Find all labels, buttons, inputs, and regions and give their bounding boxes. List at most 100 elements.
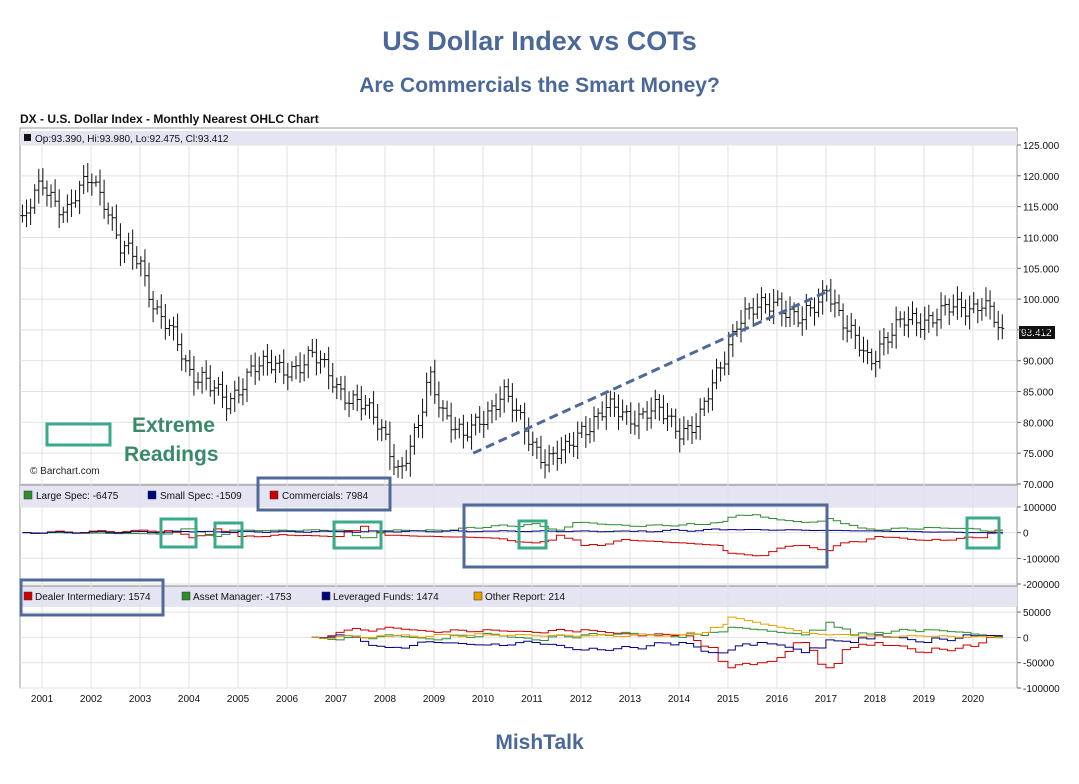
ohlc-bar — [240, 378, 245, 406]
ohlc-bar — [498, 386, 503, 418]
ohlc-bar — [269, 349, 274, 374]
ohlc-bar — [334, 377, 339, 400]
ohlc-bar — [314, 338, 319, 376]
ohlc-bar — [36, 168, 41, 204]
ohlc-bar — [236, 376, 241, 404]
ohlc-bar — [171, 316, 176, 341]
ohlc-bar — [428, 366, 433, 396]
x-tick-label: 2009 — [423, 694, 446, 705]
ohlc-bar — [355, 384, 360, 412]
legend-other-report: Other Report: 214 — [485, 592, 565, 603]
ohlc-bar — [302, 354, 307, 382]
ohlc-bar — [600, 401, 605, 421]
ohlc-bar — [126, 232, 131, 255]
ohlc-bar — [77, 180, 82, 215]
tff-series-other-report — [311, 616, 1003, 639]
ohlc-bar — [244, 368, 249, 403]
ohlc-bar — [563, 434, 568, 464]
ohlc-bar — [877, 330, 882, 369]
ohlc-bar — [44, 180, 49, 207]
x-tick-label: 2018 — [864, 694, 887, 705]
ohlc-bar — [583, 416, 588, 448]
ohlc-bar — [65, 194, 70, 223]
ohlc-bar — [649, 397, 654, 429]
ohlc-bar — [400, 456, 405, 479]
ohlc-bar — [445, 400, 450, 420]
ohlc-bar — [502, 379, 507, 413]
ohlc-bar — [342, 375, 347, 411]
page-subtitle: Are Commercials the Smart Money? — [359, 74, 720, 97]
ohlc-bar — [779, 292, 784, 327]
ohlc-bar — [788, 296, 793, 327]
ohlc-bar — [661, 395, 666, 425]
ohlc-bar — [551, 446, 556, 465]
extreme-reading-box — [965, 516, 1001, 550]
legend-swatch — [473, 591, 483, 601]
ohlc-bar — [906, 306, 911, 338]
legend-asset-manager: Asset Manager: -1753 — [193, 592, 292, 603]
ohlc-bar — [914, 307, 919, 337]
ohlc-bar — [249, 354, 254, 377]
ohlc-bar — [567, 432, 572, 454]
ohlc-bar — [571, 431, 576, 458]
ohlc-bar — [930, 311, 935, 328]
ohlc-bar — [265, 343, 270, 376]
ohlc-bar — [293, 355, 298, 380]
ohlc-info: Op:93.390, Hi:93.980, Lo:92.475, Cl:93.4… — [35, 134, 229, 145]
y-tick-label: 90.000 — [1023, 357, 1054, 368]
ohlc-bar — [40, 168, 45, 196]
ohlc-bar — [347, 391, 352, 418]
ohlc-bar — [98, 169, 103, 206]
ohlc-bar — [134, 246, 139, 269]
ohlc-bar — [939, 292, 944, 329]
ohlc-bar — [375, 403, 380, 441]
ohlc-bar — [947, 298, 952, 325]
x-tick-label: 2017 — [815, 694, 838, 705]
legend-large-spec: Large Spec: -6475 — [36, 491, 119, 502]
ohlc-bar — [118, 223, 123, 266]
legend-swatch — [147, 490, 157, 500]
ohlc-bar — [253, 352, 258, 385]
ohlc-bar — [93, 175, 98, 187]
ohlc-bar — [816, 288, 821, 318]
legend-dealer: Dealer Intermediary: 1574 — [35, 592, 151, 603]
barchart-watermark: © Barchart.com — [30, 466, 100, 477]
y-tick-label: 110.000 — [1023, 233, 1059, 244]
ohlc-bar — [167, 319, 172, 336]
ohlc-bar — [289, 361, 294, 382]
ohlc-bar — [485, 401, 490, 430]
ohlc-bar — [694, 413, 699, 440]
ohlc-bar — [359, 385, 364, 421]
ohlc-bar — [89, 173, 94, 196]
y-tick-label: 100000 — [1023, 503, 1057, 514]
ohlc-bar — [894, 306, 899, 349]
ohlc-bar — [196, 372, 201, 390]
legend-swatch — [23, 591, 33, 601]
ohlc-bar — [481, 410, 486, 438]
ohlc-bar — [922, 306, 927, 340]
ohlc-bar — [351, 390, 356, 411]
ohlc-bar — [257, 356, 262, 381]
ohlc-bar — [763, 293, 768, 314]
ohlc-bar — [967, 295, 972, 330]
ohlc-bar — [706, 387, 711, 413]
ohlc-bar — [102, 179, 107, 219]
ohlc-bar — [440, 399, 445, 422]
extreme-readings-label: Extreme — [132, 414, 215, 437]
ohlc-bar — [657, 393, 662, 421]
ohlc-bar — [151, 290, 156, 323]
ohlc-bar — [32, 184, 37, 215]
y-tick-label: 0 — [1023, 529, 1029, 540]
legend-swatch — [23, 490, 33, 500]
ohlc-bar — [130, 229, 135, 270]
ohlc-bar — [673, 408, 678, 439]
ohlc-bar — [836, 294, 841, 317]
ohlc-bar — [714, 358, 719, 390]
ohlc-bar — [534, 437, 539, 460]
ohlc-bar — [457, 418, 462, 439]
ohlc-bar — [424, 372, 429, 417]
ohlc-bar — [885, 332, 890, 355]
ohlc-bar — [608, 390, 613, 417]
info-swatch — [24, 134, 31, 141]
